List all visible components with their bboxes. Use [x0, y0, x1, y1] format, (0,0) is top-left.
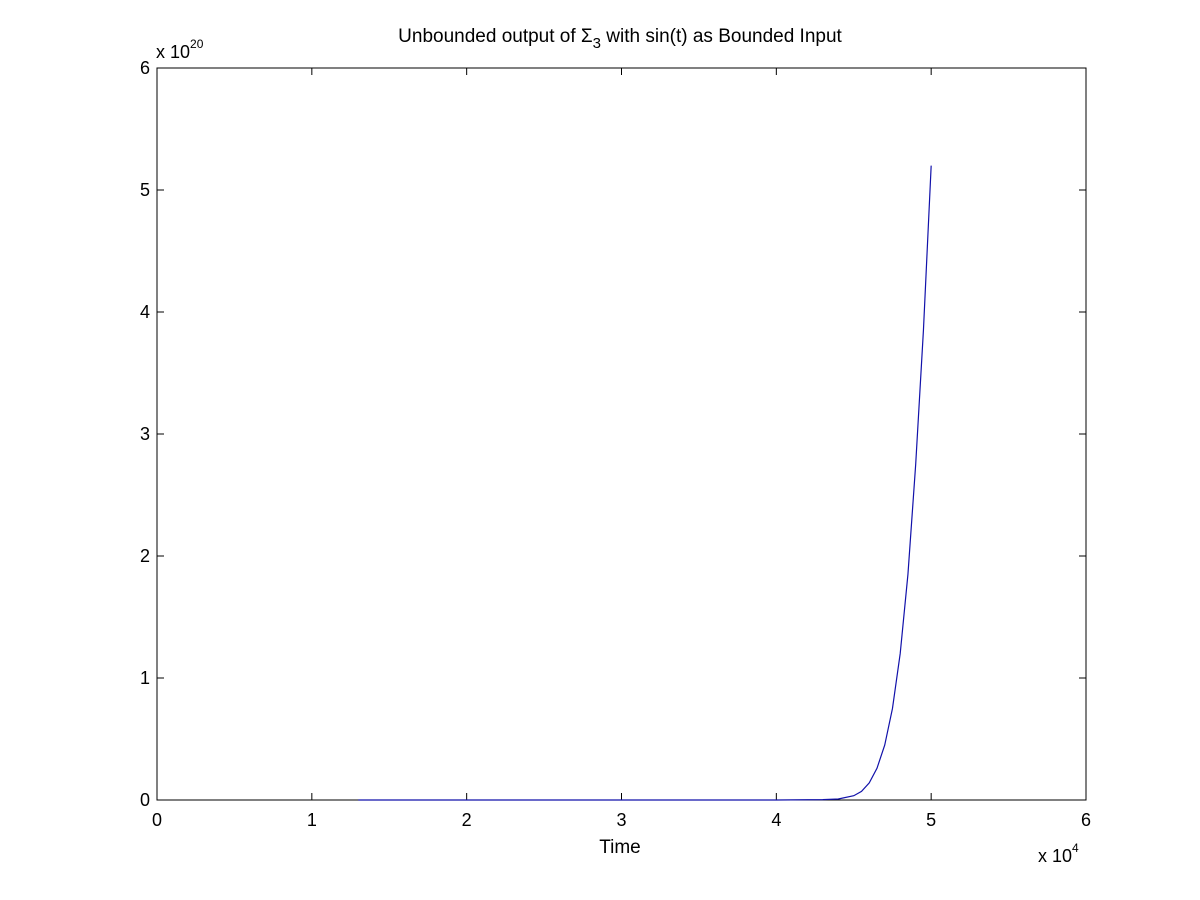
- ticks: [156, 67, 1087, 801]
- x-tick-label: 1: [307, 810, 317, 830]
- tick-labels: 0 1 2 3 4 5 6 0 1 2 3 4 5 6: [140, 58, 1091, 830]
- x-tick-label: 3: [616, 810, 626, 830]
- y-multiplier: x 1020: [156, 37, 204, 62]
- chart-title-suffix: with sin(t) as Bounded Input: [601, 26, 843, 47]
- x-tick-label: 2: [462, 810, 472, 830]
- series-line: [358, 165, 932, 801]
- x-multiplier: x 104: [1038, 841, 1079, 866]
- x-tick-label: 0: [152, 810, 162, 830]
- y-tick-label: 4: [140, 302, 150, 322]
- y-multiplier-base: x 10: [156, 42, 190, 62]
- x-tick-label: 5: [926, 810, 936, 830]
- y-tick-label: 1: [140, 668, 150, 688]
- y-multiplier-exp: 20: [190, 37, 204, 51]
- y-tick-label: 6: [140, 58, 150, 78]
- x-axis-label: Time: [599, 837, 641, 858]
- y-tick-label: 0: [140, 790, 150, 810]
- chart-title-prefix: Unbounded output of: [398, 26, 581, 47]
- y-tick-label: 5: [140, 180, 150, 200]
- chart-title-symbol: Σ: [581, 26, 593, 47]
- x-multiplier-base: x 10: [1038, 846, 1072, 866]
- y-tick-label: 3: [140, 424, 150, 444]
- y-tick-label: 2: [140, 546, 150, 566]
- x-tick-label: 6: [1081, 810, 1091, 830]
- x-multiplier-exp: 4: [1072, 841, 1079, 855]
- chart-title-subscript: 3: [593, 35, 601, 52]
- chart-title: Unbounded output of Σ3 with sin(t) as Bo…: [398, 26, 842, 52]
- plot-area: [156, 67, 1087, 801]
- x-tick-label: 4: [771, 810, 781, 830]
